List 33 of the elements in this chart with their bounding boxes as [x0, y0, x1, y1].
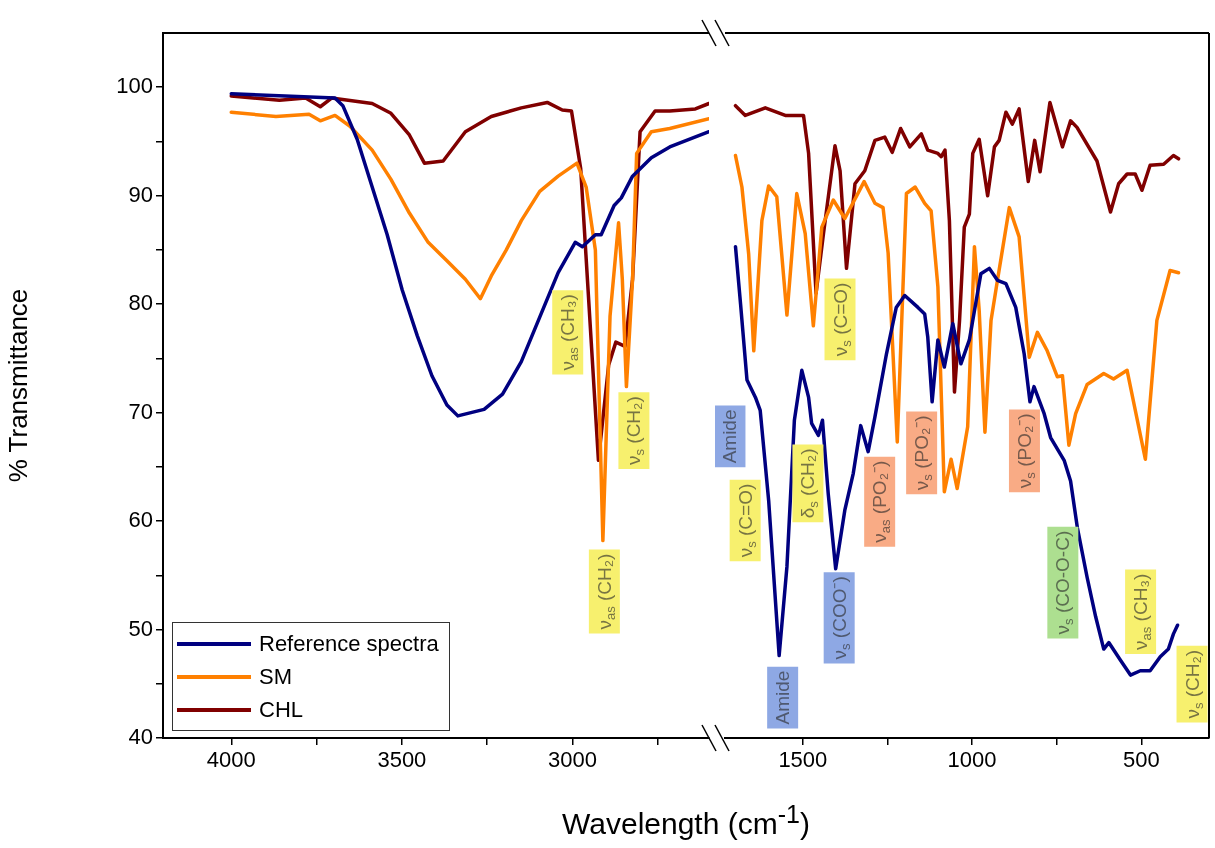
legend-label: Reference spectra: [259, 630, 439, 657]
annotation: νas (CH₃): [557, 294, 582, 371]
x-axis-title: Wavelength (cm$^{-1}$): [561, 800, 811, 841]
y-tick-label: 40: [128, 724, 153, 750]
y-tick-label: 50: [128, 615, 153, 641]
annotation: νs (CO-O-C): [1052, 530, 1077, 635]
y-tick-label: 90: [128, 181, 153, 207]
legend-label: CHL: [259, 696, 304, 723]
y-tick-label: 80: [128, 290, 153, 316]
x-tick-label: 500: [1122, 747, 1160, 773]
annotation: νs (C=O): [829, 282, 854, 357]
annotation: δs (CH₂): [797, 448, 822, 519]
annotation: νs (C=O): [734, 483, 759, 558]
annotation: Amide: [772, 670, 794, 725]
y-axis-title: % Transmittance: [2, 288, 33, 483]
annotation: νas (PO₂⁻): [869, 460, 894, 543]
x-tick-label: 3000: [548, 747, 597, 773]
x-tick-label: 1500: [778, 747, 828, 773]
legend-label: SM: [259, 663, 292, 690]
annotation: νas (CH₂): [593, 553, 618, 630]
annotation: νs (PO₂⁻): [1013, 413, 1038, 489]
annotation: νs (CH₂): [1181, 649, 1206, 719]
annotation: νas (CH₃): [1130, 573, 1155, 650]
x-tick-label: 3500: [377, 747, 427, 773]
annotation: νs (COO⁻): [828, 576, 853, 660]
x-tick-label: 4000: [206, 747, 256, 773]
y-tick-label: 100: [116, 73, 153, 99]
annotation: νs (CH₂): [623, 396, 648, 465]
x-tick-label: 1000: [947, 747, 997, 773]
y-tick-label: 60: [128, 507, 153, 533]
annotation: Amide: [719, 409, 741, 464]
y-tick-label: 70: [128, 398, 153, 424]
annotation: νs (PO₂⁻): [911, 415, 936, 491]
